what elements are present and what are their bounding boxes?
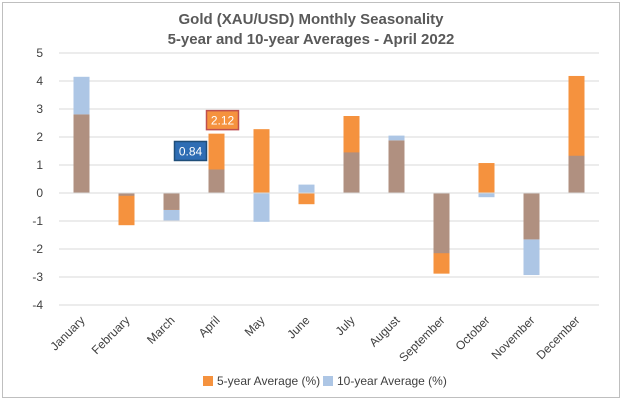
bars [73,75,585,276]
bar-overlap-august [388,140,405,193]
y-tick-label: 3 [36,102,43,116]
x-tick-label: August [366,313,403,350]
bar-10-year-october [478,193,495,198]
legend-swatch [203,376,213,386]
x-tick-label: March [144,313,177,346]
x-tick-label: September [396,313,447,364]
x-tick-label: December [534,313,583,362]
x-tick-label: June [284,313,313,342]
x-tick-label: May [242,313,268,339]
bar-overlap-april [208,169,225,193]
y-tick-label: 0 [36,186,43,200]
y-tick-label: 2 [36,130,43,144]
legend-label: 10-year Average (%) [337,374,447,388]
y-tick-label: -3 [32,270,43,284]
callout-label: 2.12 [211,114,235,128]
y-tick-label: 1 [36,158,43,172]
callout-box [173,140,208,162]
x-tick-label: July [333,313,358,338]
legend: 5-year Average (%) 10-year Average (%) [203,374,447,388]
callout-box [205,109,240,131]
gridlines [59,52,599,306]
legend-label: 5-year Average (%) [217,374,320,388]
bar-overlap-november [523,193,540,240]
x-tick-label: October [453,313,493,353]
bar-overlap-january [73,114,90,193]
x-tick-label: February [89,313,133,357]
bar-10-year-june [298,184,315,193]
bar-overlap-december [568,155,585,193]
bar-overlap-july [343,152,360,193]
bar-5-year-october [478,163,495,193]
bar-5-year-february [118,193,135,226]
y-tick-label: 5 [36,46,43,60]
y-tick-label: -4 [32,298,43,312]
bar-10-year-may [253,193,270,222]
y-tick-label: 4 [36,74,43,88]
chart: Gold (XAU/USD) Monthly Seasonality 5-yea… [32,11,599,388]
bar-5-year-may [253,129,270,193]
legend-swatch [323,376,333,386]
x-tick-label: January [48,313,88,353]
y-tick-label: -2 [32,242,43,256]
x-tick-label: November [489,313,538,362]
chart-frame: Gold (XAU/USD) Monthly Seasonality 5-yea… [2,2,620,398]
bar-overlap-february [118,193,135,196]
chart-title: Gold (XAU/USD) Monthly Seasonality [178,11,444,28]
bar-5-year-june [298,193,315,205]
axes: 5 4 3 2 1 0 -1 -2 -3 -4 January February March April M… [32,46,599,365]
callouts: 2.12 0.84 [173,109,240,162]
callout-label: 0.84 [179,144,203,158]
bar-overlap-march [163,193,180,210]
chart-subtitle: 5-year and 10-year Averages - April 2022 [168,31,455,48]
bar-overlap-september [433,193,450,254]
x-tick-label: April [196,313,223,340]
y-tick-label: -1 [32,214,43,228]
